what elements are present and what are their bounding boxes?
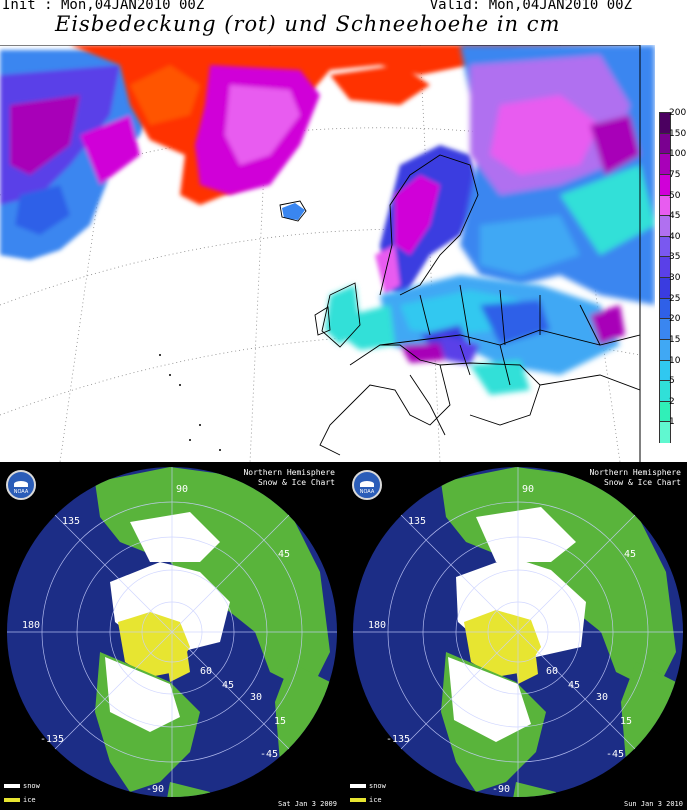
lon-label-neg90: -90	[146, 784, 164, 795]
lon-label-90: 90	[522, 484, 534, 495]
siberia-snow	[476, 507, 576, 562]
graticule	[7, 467, 337, 797]
chart-date: Sat Jan 3 2009	[277, 800, 337, 808]
lon-label-135: 135	[408, 516, 426, 527]
ice-key: ice	[4, 796, 36, 804]
map-frame	[0, 45, 641, 462]
globe-2010: 90 135 180 -135 -90 -45 45 60 45 30 15	[353, 467, 683, 797]
ice-key: ice	[350, 796, 382, 804]
africa-land	[275, 662, 337, 792]
legend-swatch	[659, 421, 671, 443]
legend-swatch	[659, 194, 671, 217]
legend-swatch	[659, 297, 671, 320]
europe-snow-map	[0, 45, 655, 462]
init-time-label: Init : Mon,04JAN2010 00Z	[2, 0, 205, 13]
graticule	[353, 467, 683, 797]
legend-label: 35	[669, 252, 681, 263]
north-america-snow	[105, 657, 180, 732]
lat-label-30: 30	[596, 692, 608, 703]
legend-swatch	[659, 112, 671, 134]
legend-swatch	[659, 256, 671, 278]
legend-label: 40	[669, 231, 681, 242]
globe-2009: 90 135 180 -135 -90 -45 45 60 45 30 15	[7, 467, 337, 797]
lon-label-45: 45	[624, 549, 636, 560]
legend-label: 15	[669, 334, 681, 345]
lat-label-60: 60	[200, 666, 212, 677]
lon-label-neg135: -135	[386, 734, 410, 745]
legend-label: 45	[669, 211, 681, 222]
noaa-logo: NOAA	[352, 470, 382, 500]
legend-label: 5	[669, 376, 675, 387]
lat-label-15: 15	[620, 716, 632, 727]
chart-title: Northern Hemisphere Snow & Ice Chart	[243, 468, 335, 487]
legend-label: 1	[669, 417, 675, 428]
valid-time-label: Valid: Mon,04JAN2010 00Z	[429, 0, 632, 13]
legend-swatch	[659, 400, 671, 423]
snow-key: snow	[350, 782, 386, 790]
iceland	[282, 203, 305, 220]
legend-label: 20	[669, 314, 681, 325]
legend-swatch	[659, 318, 671, 340]
legend-label: 100	[669, 149, 687, 160]
lat-label-45: 45	[568, 680, 580, 691]
lat-label-45: 45	[222, 680, 234, 691]
lon-label-135: 135	[62, 516, 80, 527]
legend-label: 10	[669, 355, 681, 366]
legend-swatch	[659, 338, 671, 361]
legend-label: 150	[669, 128, 687, 139]
legend-swatch	[659, 215, 671, 237]
lon-label-neg90: -90	[492, 784, 510, 795]
legend-label: 30	[669, 273, 681, 283]
legend-swatch	[659, 359, 671, 382]
legend-swatch	[659, 132, 671, 155]
lon-label-45: 45	[278, 549, 290, 560]
map-title: Eisbedeckung (rot) und Schneehoehe in cm	[55, 12, 561, 36]
legend-swatch	[659, 173, 671, 196]
islands	[159, 354, 221, 451]
lon-label-neg45: -45	[260, 749, 278, 760]
snow-depth-map-panel: Init : Mon,04JAN2010 00Z Valid: Mon,04JA…	[0, 0, 687, 462]
noaa-logo: NOAA	[6, 470, 36, 500]
greenland	[195, 65, 320, 195]
snow-depth-legend: 200 150 100 75 50 45 40 35 30 25 20 15 10 5 2 1	[655, 108, 687, 443]
lat-label-60: 60	[546, 666, 558, 677]
map-header: Init : Mon,04JAN2010 00Z Valid: Mon,04JA…	[0, 0, 687, 46]
noaa-chart-2009: 90 135 180 -135 -90 -45 45 60 45 30 15 N…	[0, 462, 341, 810]
legend-swatch	[659, 277, 671, 299]
coastlines-and-borders	[279, 154, 641, 456]
legend-label: 50	[669, 190, 681, 201]
legend-swatch	[659, 235, 671, 258]
chart-title: Northern Hemisphere Snow & Ice Chart	[589, 468, 681, 487]
chart-date: Sun Jan 3 2010	[623, 800, 683, 808]
lat-label-30: 30	[250, 692, 262, 703]
legend-swatch	[659, 380, 671, 402]
snow-key: snow	[4, 782, 40, 790]
legend-label: 75	[669, 169, 681, 180]
lon-label-180: 180	[368, 620, 386, 631]
lat-label-15: 15	[274, 716, 286, 727]
lon-label-neg135: -135	[40, 734, 64, 745]
africa-land	[621, 662, 683, 792]
legend-label: 2	[669, 396, 675, 407]
lon-label-90: 90	[176, 484, 188, 495]
legend-label: 25	[669, 293, 681, 304]
central-europe-snow	[325, 275, 625, 395]
lon-label-neg45: -45	[606, 749, 624, 760]
legend-label: 200	[669, 108, 687, 118]
noaa-chart-2010: 90 135 180 -135 -90 -45 45 60 45 30 15 N…	[346, 462, 687, 810]
russia-snow	[460, 45, 655, 305]
lon-label-180: 180	[22, 620, 40, 631]
north-america-snow	[448, 657, 531, 742]
legend-swatch	[659, 153, 671, 175]
